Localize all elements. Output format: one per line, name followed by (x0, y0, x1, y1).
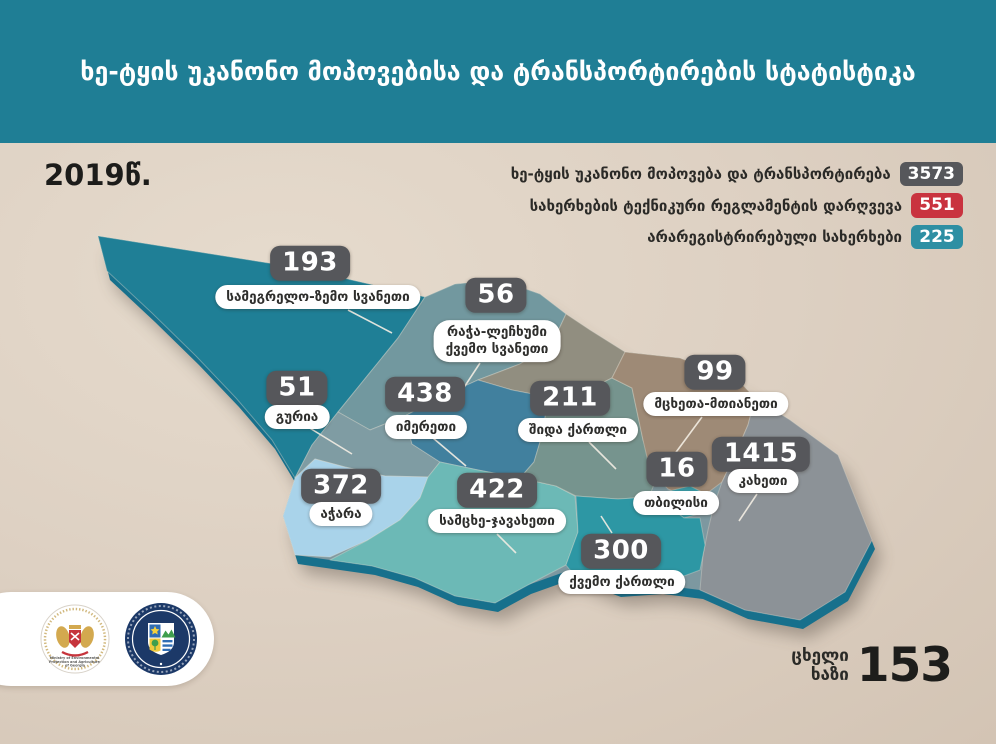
leader-line-kakheti (738, 493, 758, 522)
region-label-mtskheta-mtianeti: მცხეთა-მთიანეთი (643, 392, 789, 416)
region-badge-tbilisi: 16 (646, 451, 708, 487)
ministry-caption: Ministry of Environmental Protection and… (49, 656, 101, 668)
environment-agency-seal-logo (125, 603, 197, 675)
legend-row-technical-violation: სახერხების ტექნიკური რეგლამენტის დარღვევ… (529, 193, 963, 218)
leader-line-kvemo-kartli (600, 515, 613, 534)
ministry-seal: Ministry of Environmental Protection and… (40, 604, 110, 674)
region-label-adjara: აჭარა (309, 502, 373, 526)
region-badge-samegrelo-zemo-svaneti: 193 (270, 245, 350, 281)
region-badge-mtskheta-mtianeti: 99 (684, 354, 746, 390)
hotline-label: ცხელი ხაზი (791, 647, 849, 684)
region-label-racha-lechkhumi: რაჭა-ლეჩხუმი ქვემო სვანეთი (433, 320, 561, 362)
region-label-imereti: იმერეთი (384, 415, 468, 439)
environment-agency-seal (125, 603, 197, 675)
region-label-shida-kartli: შიდა ქართლი (518, 418, 638, 442)
region-label-samegrelo-zemo-svaneti: სამეგრელო-ზემო სვანეთი (215, 285, 421, 309)
region-label-kakheti: კახეთი (727, 469, 799, 493)
region-label-line1: რაჭა-ლეჩხუმი (447, 324, 547, 341)
legend-label: ხე-ტყის უკანონო მოპოვება და ტრანსპორტირე… (510, 165, 891, 184)
legend-value-badge: 551 (911, 193, 963, 218)
region-label-samtskhe-javakheti: სამცხე-ჯავახეთი (428, 509, 566, 533)
legend-label: არარეგისტრირებული სახერხები (647, 227, 902, 246)
region-badge-kvemo-kartli: 300 (581, 533, 661, 569)
legend-label: სახერხების ტექნიკური რეგლამენტის დარღვევ… (529, 196, 902, 215)
region-label-guria: გურია (264, 405, 330, 429)
leader-line-samtskhe (496, 533, 517, 554)
hotline-number: 153 (856, 638, 953, 693)
region-label-kvemo-kartli: ქვემო ქართლი (558, 570, 686, 594)
legend-row-unregistered-sawmills: არარეგისტრირებული სახერხები 225 (647, 224, 963, 250)
region-label-tbilisi: თბილისი (633, 491, 719, 515)
hotline-label-line1: ცხელი (791, 646, 849, 667)
region-badge-guria: 51 (266, 370, 328, 406)
leader-line-shida-kartli (588, 441, 617, 470)
header-banner: ხე-ტყის უკანონო მოპოვებისა და ტრანსპორტი… (0, 0, 996, 143)
region-badge-samtskhe-javakheti: 422 (457, 472, 537, 508)
hotline-label-line2: ხაზი (810, 664, 849, 685)
page-title: ხე-ტყის უკანონო მოპოვებისა და ტრანსპორტი… (80, 57, 916, 86)
legend-value-badge: 225 (911, 224, 963, 250)
footer-logos-plate: Ministry of Environmental Protection and… (0, 592, 214, 686)
year-label: 2019წ. (44, 158, 152, 192)
leader-line-samegrelo (347, 309, 393, 334)
hotline-block: ცხელი ხაზი 153 (791, 638, 953, 693)
leader-line-imereti (432, 437, 467, 467)
region-badge-shida-kartli: 211 (530, 380, 610, 416)
region-badge-kakheti: 1415 (711, 436, 811, 472)
region-badge-racha-lechkhumi: 56 (465, 277, 527, 313)
leader-line-guria (307, 426, 353, 455)
legend-row-illegal-harvesting: ხე-ტყის უკანონო მოპოვება და ტრანსპორტირე… (510, 162, 963, 187)
ministry-seal-logo: Ministry of Environmental Protection and… (40, 604, 110, 674)
legend: ხე-ტყის უკანონო მოპოვება და ტრანსპორტირე… (511, 162, 963, 256)
region-badge-adjara: 372 (301, 468, 381, 504)
region-badge-imereti: 438 (385, 376, 465, 412)
region-label-line2: ქვემო სვანეთი (445, 341, 549, 357)
legend-value-badge: 3573 (899, 162, 963, 187)
